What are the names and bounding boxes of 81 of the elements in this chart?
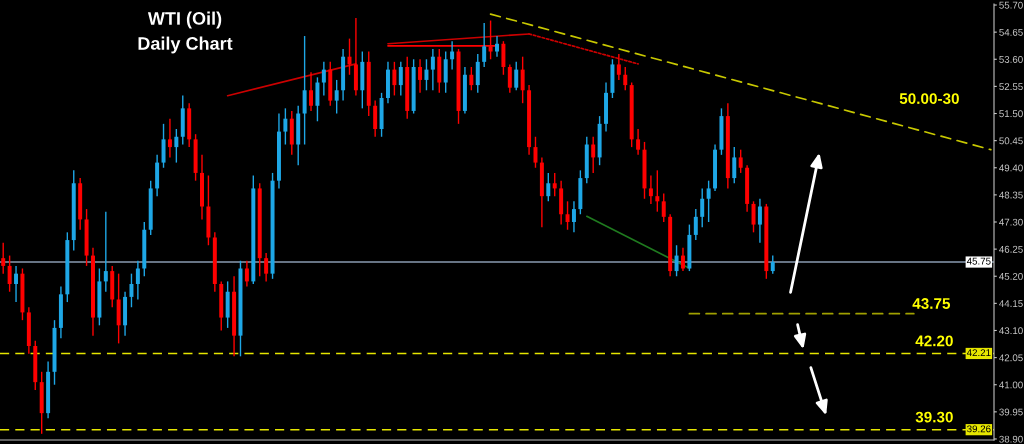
candlestick xyxy=(520,55,525,104)
candlestick xyxy=(565,200,570,231)
candlestick xyxy=(655,169,660,213)
candlestick xyxy=(1,241,6,275)
candlestick xyxy=(135,260,140,301)
candlestick xyxy=(661,192,666,223)
candlestick xyxy=(161,123,166,169)
y-tick-label: 41.00 xyxy=(999,381,1023,389)
candlestick xyxy=(700,187,705,228)
candlestick xyxy=(770,254,775,275)
candlestick xyxy=(264,252,269,283)
candlestick xyxy=(591,136,596,174)
y-tick-label: 45.20 xyxy=(999,272,1023,280)
candlestick xyxy=(167,117,172,159)
candlestick xyxy=(552,172,557,197)
candlestick xyxy=(469,66,474,91)
candlestick xyxy=(283,107,288,146)
candlestick xyxy=(757,198,762,244)
candlestick xyxy=(482,22,487,68)
annotation: 42.20 xyxy=(915,335,953,347)
candlestick xyxy=(571,200,576,234)
candlestick xyxy=(674,244,679,277)
candlestick xyxy=(680,247,685,272)
candlestick xyxy=(174,128,179,164)
candlestick xyxy=(616,53,621,81)
candlestick xyxy=(321,61,326,97)
candlestick xyxy=(14,265,19,303)
chart-title: WTI (Oil) xyxy=(147,11,222,29)
candlestick xyxy=(450,40,455,71)
y-tick-label: 53.60 xyxy=(999,56,1023,63)
candlestick xyxy=(315,76,320,122)
candlestick xyxy=(475,53,480,94)
candlestick xyxy=(244,260,249,288)
candlestick xyxy=(129,272,134,308)
annotation: 50.00-30 xyxy=(899,93,959,105)
candlestick xyxy=(430,48,435,91)
ref-line-label: 39.26 xyxy=(967,425,991,433)
candlestick xyxy=(495,35,499,58)
y-tick-label: 52.55 xyxy=(999,83,1023,91)
candlestick xyxy=(533,136,538,169)
candlestick xyxy=(103,210,108,293)
y-tick-label: 42.05 xyxy=(999,354,1023,362)
y-tick-label: 48.35 xyxy=(999,191,1023,199)
annotation: 43.75 xyxy=(912,298,951,309)
y-tick-label: 54.65 xyxy=(999,28,1023,36)
candlestick xyxy=(751,200,756,234)
candlestick xyxy=(398,61,403,97)
annotation: 39.30 xyxy=(915,411,953,423)
candlestick xyxy=(501,40,506,76)
candlestick xyxy=(636,128,641,156)
candlestick xyxy=(309,71,314,112)
candlestick xyxy=(373,99,378,138)
y-tick-label: 38.90 xyxy=(999,435,1023,443)
candlestick xyxy=(732,146,737,184)
candlestick xyxy=(392,61,397,97)
candlestick xyxy=(546,172,551,203)
y-tick-label: 47.30 xyxy=(999,218,1023,226)
candlestick xyxy=(507,63,512,94)
y-tick-label: 46.25 xyxy=(999,245,1023,253)
ref-line-label: 45.75 xyxy=(966,257,991,265)
y-tick-label: 51.50 xyxy=(999,110,1023,118)
y-tick-label: 49.40 xyxy=(999,164,1023,172)
candlestick xyxy=(443,50,448,94)
candlestick xyxy=(706,179,711,223)
y-tick-label: 44.15 xyxy=(999,300,1023,307)
y-tick-label: 39.95 xyxy=(999,408,1023,416)
candlestick xyxy=(7,254,12,293)
candlestick xyxy=(693,208,698,241)
text: Daily Chart xyxy=(138,36,233,54)
y-tick-label: 43.10 xyxy=(999,327,1023,335)
y-tick-label: 55.70 xyxy=(999,1,1023,9)
y-tick-label: 50.45 xyxy=(999,137,1023,145)
candlestick xyxy=(424,58,429,91)
candlestick xyxy=(648,174,653,205)
candlestick xyxy=(738,148,743,174)
candlestick xyxy=(623,66,628,91)
candlestick xyxy=(302,35,307,146)
candlestick xyxy=(334,79,339,115)
ref-line-label: 42.21 xyxy=(966,349,991,356)
candlestick xyxy=(514,61,519,91)
candlestick xyxy=(418,58,423,94)
